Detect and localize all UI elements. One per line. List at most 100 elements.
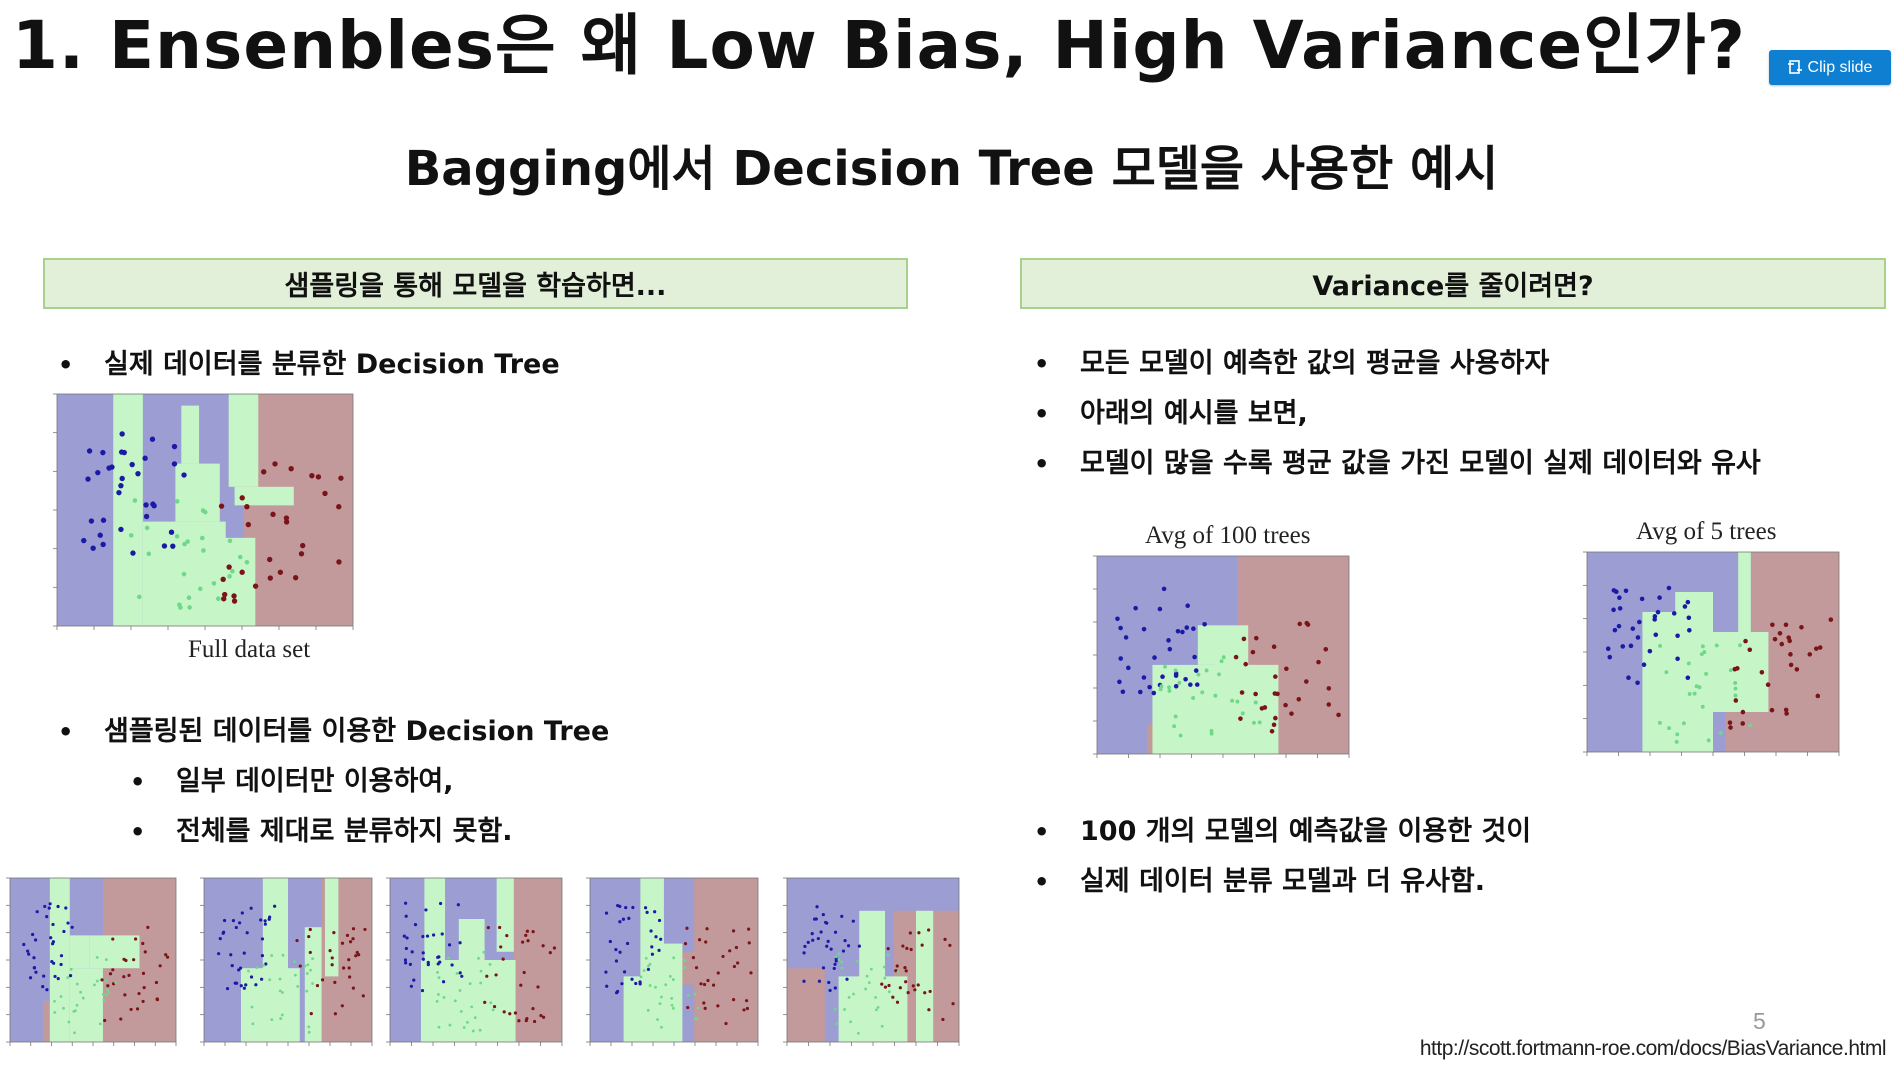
point-blue xyxy=(816,936,820,941)
point-green xyxy=(303,964,307,968)
point-red xyxy=(341,966,346,970)
point-red xyxy=(1733,698,1739,703)
point-green xyxy=(278,989,282,993)
point-blue xyxy=(56,976,60,981)
point-blue xyxy=(1657,595,1662,600)
point-red xyxy=(111,937,115,941)
point-green xyxy=(478,1028,482,1032)
point-blue xyxy=(181,472,187,478)
point-blue xyxy=(643,906,648,910)
point-blue xyxy=(234,925,238,930)
point-red xyxy=(539,1014,543,1018)
point-blue xyxy=(432,933,436,937)
point-red xyxy=(137,991,141,996)
point-blue xyxy=(32,956,36,960)
point-red xyxy=(532,1019,537,1024)
point-green xyxy=(437,993,440,996)
point-red xyxy=(164,953,168,957)
region-green xyxy=(496,878,514,952)
point-blue xyxy=(116,489,122,496)
point-green xyxy=(466,1021,469,1024)
point-red xyxy=(347,958,351,962)
source-link[interactable]: http://scott.fortmann-roe.com/docs/BiasV… xyxy=(1419,1037,1887,1060)
point-red xyxy=(901,944,905,948)
point-red xyxy=(336,504,342,510)
point-blue xyxy=(62,929,66,934)
left-subbullet-misclassify-text: 전체를 제대로 분류하지 못함. xyxy=(176,816,513,847)
point-blue xyxy=(135,470,141,477)
point-red xyxy=(1304,620,1310,626)
point-blue xyxy=(1123,635,1129,640)
point-green xyxy=(668,974,672,978)
point-red xyxy=(309,472,315,479)
point-red xyxy=(270,511,276,518)
point-red xyxy=(1743,638,1748,644)
point-red xyxy=(745,1006,750,1011)
point-blue xyxy=(841,949,846,953)
point-blue xyxy=(118,526,124,533)
point-red xyxy=(132,958,136,962)
point-red xyxy=(492,1004,497,1009)
point-blue xyxy=(811,938,815,942)
point-green xyxy=(865,974,869,978)
point-red xyxy=(917,931,921,935)
point-red xyxy=(222,591,228,598)
point-green xyxy=(1178,733,1183,738)
point-blue xyxy=(240,911,244,915)
bullet-dot: • xyxy=(58,351,74,379)
point-blue xyxy=(1175,628,1181,634)
point-blue xyxy=(1185,603,1190,609)
point-blue xyxy=(49,936,53,940)
point-blue xyxy=(129,461,135,468)
point-red xyxy=(927,1008,931,1012)
point-blue xyxy=(832,966,836,971)
point-red xyxy=(887,983,891,988)
point-blue xyxy=(1628,643,1634,649)
point-blue xyxy=(1157,606,1163,612)
point-blue xyxy=(654,935,658,939)
point-green xyxy=(79,990,83,994)
point-red xyxy=(1828,617,1834,622)
point-blue xyxy=(1202,621,1207,627)
point-green xyxy=(1748,723,1753,728)
point-blue xyxy=(421,934,425,939)
left-bullet-sampled: • 샘플링된 데이터를 이용한 Decision Tree xyxy=(58,714,818,750)
point-red xyxy=(155,997,159,1001)
point-green xyxy=(309,968,312,972)
point-blue xyxy=(851,919,855,923)
region-red xyxy=(787,968,825,1042)
point-green xyxy=(59,995,63,998)
point-green xyxy=(448,1023,452,1027)
point-blue xyxy=(1188,682,1193,687)
region-green xyxy=(175,463,220,522)
point-red xyxy=(221,596,227,602)
point-green xyxy=(262,963,266,967)
point-blue xyxy=(142,455,148,461)
point-blue xyxy=(624,906,628,910)
point-red xyxy=(1241,636,1247,642)
point-blue xyxy=(45,915,49,919)
point-green xyxy=(67,1020,71,1024)
avg100-plot xyxy=(1093,555,1350,758)
point-red xyxy=(905,946,909,950)
region-green xyxy=(1675,592,1713,752)
region-green xyxy=(219,537,256,626)
point-green xyxy=(202,509,208,515)
point-red xyxy=(141,999,145,1004)
point-green xyxy=(1159,684,1164,689)
point-green xyxy=(307,1025,311,1029)
clip-slide-button[interactable]: Clip slide xyxy=(1769,50,1891,85)
point-red xyxy=(1740,709,1746,715)
point-green xyxy=(654,985,657,989)
bullet-dot: • xyxy=(1034,450,1050,478)
clip-slide-label: Clip slide xyxy=(1807,58,1873,76)
region-green xyxy=(49,878,70,1042)
bullet-dot: • xyxy=(1034,350,1050,378)
point-green xyxy=(683,958,687,962)
point-green xyxy=(1700,704,1705,709)
right-bullet-similar-text: 실제 데이터 분류 모델과 더 유사함. xyxy=(1080,866,1486,897)
point-green xyxy=(658,1002,662,1006)
point-green xyxy=(244,559,250,565)
point-red xyxy=(703,1006,707,1010)
point-red xyxy=(928,989,932,994)
